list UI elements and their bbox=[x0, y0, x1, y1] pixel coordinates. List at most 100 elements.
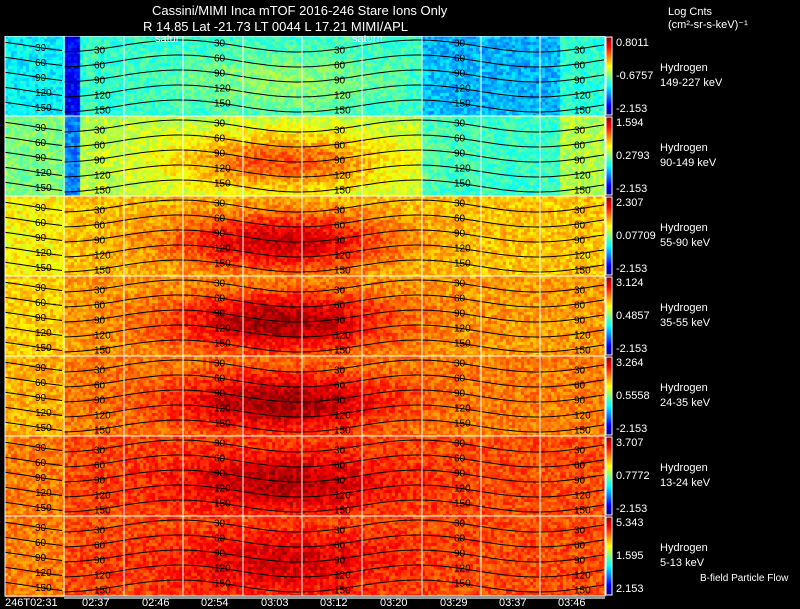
colorbar-max: 1.594 bbox=[616, 117, 644, 129]
contour-label: 120 bbox=[454, 564, 471, 575]
contour-label: 60 bbox=[214, 453, 226, 464]
contour-label: 30 bbox=[214, 278, 226, 289]
contour-label: 90 bbox=[94, 156, 106, 167]
contour-label: 120 bbox=[214, 243, 231, 254]
contour-label: 30 bbox=[35, 123, 47, 134]
contour-label: 30 bbox=[35, 523, 47, 534]
contour-line bbox=[63, 244, 605, 258]
contour-line bbox=[63, 69, 605, 83]
contour-label: 150 bbox=[94, 266, 111, 277]
contour-label: 150 bbox=[214, 418, 231, 429]
contour-label: 120 bbox=[35, 408, 52, 419]
contour-line bbox=[4, 311, 63, 321]
contour-label: 60 bbox=[35, 378, 47, 389]
contour-label: 150 bbox=[334, 426, 351, 437]
colorbar-max: 3.264 bbox=[616, 357, 644, 369]
contour-label: 60 bbox=[334, 461, 346, 472]
contour-label: 30 bbox=[214, 438, 226, 449]
contour-label: 60 bbox=[94, 221, 106, 232]
species-label: Hydrogen bbox=[660, 542, 708, 554]
species-label: Hydrogen bbox=[660, 62, 708, 74]
colorbar-max: 0.8011 bbox=[616, 37, 649, 49]
contour-label: 120 bbox=[35, 328, 52, 339]
contour-label: 90 bbox=[334, 156, 346, 167]
contour-label: 150 bbox=[574, 345, 591, 356]
contour-label: 150 bbox=[454, 579, 471, 590]
contour-line bbox=[4, 136, 63, 146]
contour-label: 120 bbox=[35, 88, 52, 99]
contour-label: 120 bbox=[334, 171, 351, 182]
contour-label: 150 bbox=[94, 586, 111, 597]
contour-label: 150 bbox=[334, 586, 351, 597]
contour-label: 30 bbox=[214, 358, 226, 369]
colorbar bbox=[605, 196, 613, 276]
contour-label: 90 bbox=[454, 469, 466, 480]
contour-label: 60 bbox=[35, 58, 47, 69]
contour-label: 30 bbox=[574, 525, 586, 536]
contour-label: 30 bbox=[334, 366, 346, 377]
energy-label: 55-90 keV bbox=[660, 237, 711, 249]
energy-label: 24-35 keV bbox=[660, 397, 711, 409]
contour-label: 90 bbox=[334, 396, 346, 407]
contour-label: 120 bbox=[334, 251, 351, 262]
colorbar-min: -2.153 bbox=[616, 343, 648, 355]
colorbar-mid: -0.6757 bbox=[616, 70, 654, 82]
contour-label: 90 bbox=[454, 389, 466, 400]
contour-label: 150 bbox=[35, 263, 52, 274]
colorbar bbox=[605, 116, 613, 196]
contour-label: 60 bbox=[94, 461, 106, 472]
contour-line bbox=[4, 536, 63, 546]
contour-label: 30 bbox=[574, 125, 586, 136]
contour-label: 120 bbox=[35, 168, 52, 179]
contour-label: 60 bbox=[35, 218, 47, 229]
colorbar-max: 3.707 bbox=[616, 437, 644, 449]
contour-label: 150 bbox=[334, 266, 351, 277]
colorbar-max: 2.307 bbox=[616, 197, 644, 209]
contour-label: 90 bbox=[574, 235, 586, 246]
colorbar-unit: (cm²-sr-s-keV)⁻¹ bbox=[668, 19, 748, 31]
contour-label: 120 bbox=[214, 483, 231, 494]
contour-line bbox=[4, 551, 63, 561]
contour-label: 150 bbox=[454, 179, 471, 190]
contour-label: 60 bbox=[334, 141, 346, 152]
colorbar bbox=[605, 356, 613, 436]
contour-line bbox=[4, 41, 63, 51]
contour-label: 60 bbox=[574, 300, 586, 311]
contour-label: 120 bbox=[334, 411, 351, 422]
contour-line bbox=[4, 231, 63, 241]
contour-label: 150 bbox=[214, 498, 231, 509]
contour-label: 150 bbox=[94, 106, 111, 117]
contour-line bbox=[4, 486, 63, 496]
contour-label: 90 bbox=[454, 69, 466, 80]
contour-label: 30 bbox=[94, 46, 106, 57]
contour-label: 150 bbox=[574, 105, 591, 116]
contour-line bbox=[63, 164, 605, 178]
contour-line bbox=[63, 54, 605, 68]
contour-label: 90 bbox=[334, 556, 346, 567]
contour-label: 60 bbox=[214, 53, 226, 64]
contour-label: 60 bbox=[214, 533, 226, 544]
contour-label: 90 bbox=[94, 396, 106, 407]
contour-label: 90 bbox=[574, 315, 586, 326]
contour-label: 60 bbox=[35, 298, 47, 309]
contour-label: 30 bbox=[94, 286, 106, 297]
contour-label: 30 bbox=[334, 46, 346, 57]
contour-label: 150 bbox=[35, 423, 52, 434]
contour-label: 60 bbox=[94, 301, 106, 312]
contour-label: 120 bbox=[94, 251, 111, 262]
contour-label: 150 bbox=[454, 339, 471, 350]
contour-label: 120 bbox=[35, 488, 52, 499]
contour-line bbox=[4, 376, 63, 386]
contour-label: 30 bbox=[214, 198, 226, 209]
contour-label: 30 bbox=[454, 439, 466, 450]
colorbar-mid: 0.5558 bbox=[616, 390, 650, 402]
contour-label: 150 bbox=[454, 419, 471, 430]
contour-line bbox=[63, 84, 605, 98]
contour-label: 120 bbox=[334, 491, 351, 502]
colorbar-mid: 1.595 bbox=[616, 550, 644, 562]
contour-label: 150 bbox=[94, 186, 111, 197]
contour-line bbox=[4, 216, 63, 226]
x-tick-label: 246T02:31 bbox=[5, 597, 58, 609]
contour-label: 60 bbox=[454, 534, 466, 545]
contour-line bbox=[4, 441, 63, 451]
